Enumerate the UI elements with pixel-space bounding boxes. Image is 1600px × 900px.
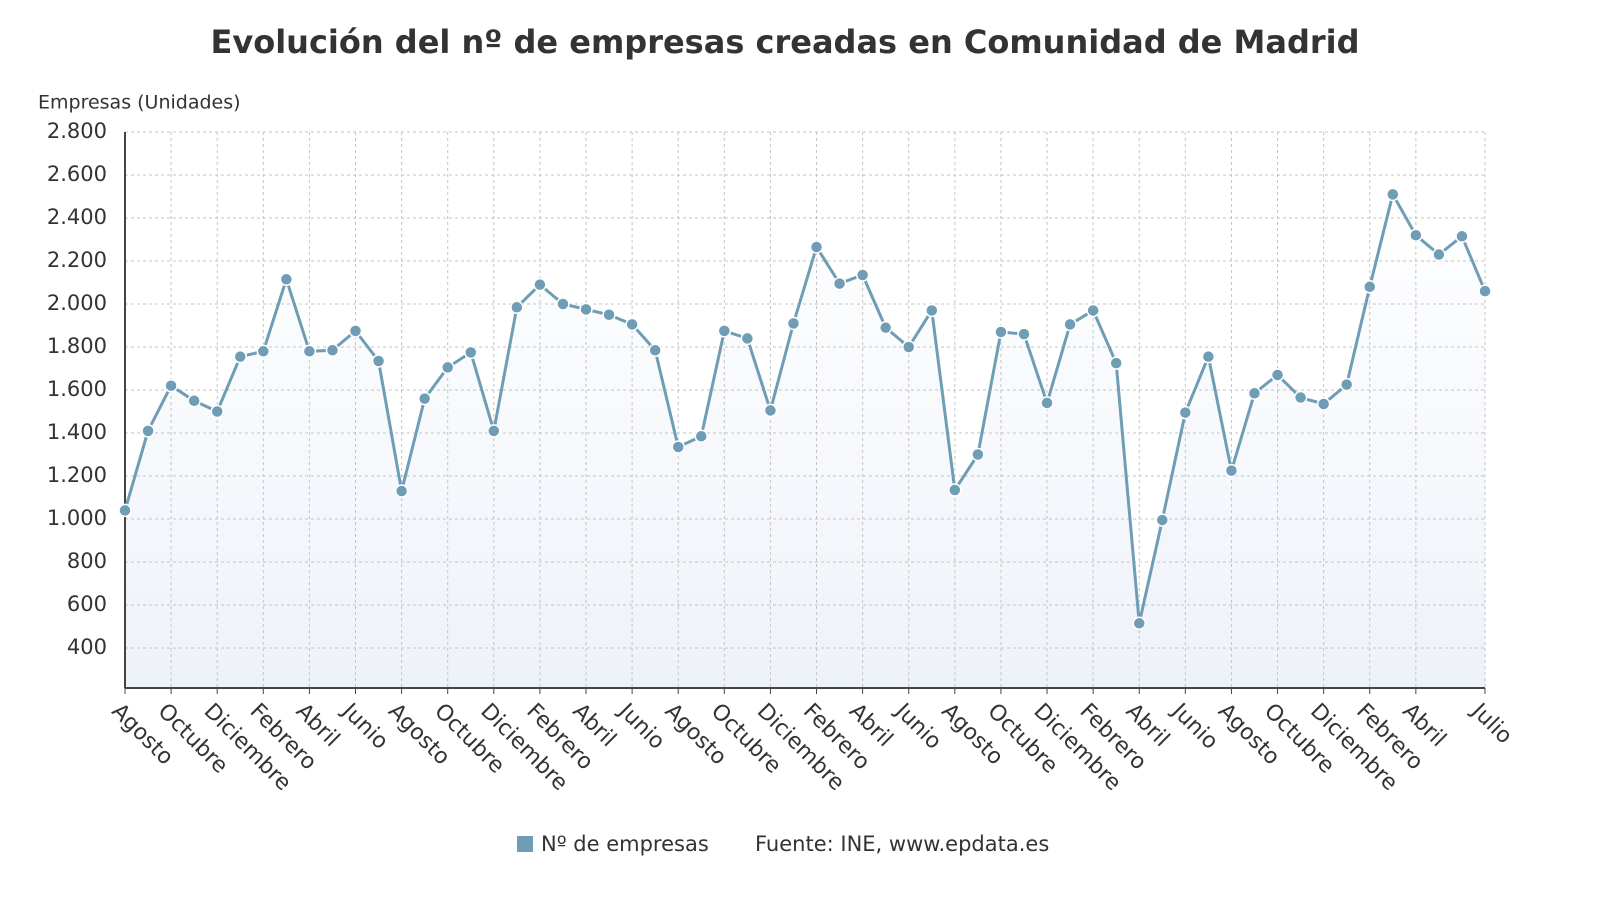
point bbox=[971, 447, 985, 462]
y-tick-label: 1.600 bbox=[47, 377, 107, 401]
point bbox=[855, 268, 870, 282]
y-tick-label: 400 bbox=[67, 635, 107, 659]
point bbox=[901, 340, 916, 354]
point bbox=[832, 276, 847, 291]
y-tick-label: 1.000 bbox=[47, 506, 107, 530]
y-tick-label: 1.800 bbox=[47, 334, 107, 358]
point bbox=[1063, 317, 1077, 332]
y-tick-label: 600 bbox=[67, 592, 107, 616]
y-tick-label: 2.800 bbox=[47, 119, 107, 143]
point bbox=[487, 424, 501, 438]
point bbox=[440, 360, 455, 375]
point bbox=[1155, 513, 1170, 527]
chart-title: Evolución del nº de empresas creadas en … bbox=[211, 23, 1360, 61]
point bbox=[510, 300, 524, 314]
point bbox=[141, 424, 155, 438]
y-tick-label: 800 bbox=[67, 549, 107, 573]
point bbox=[325, 343, 340, 357]
point bbox=[1316, 397, 1331, 411]
point bbox=[786, 316, 801, 331]
plot-area bbox=[125, 131, 1486, 688]
y-tick-label: 1.400 bbox=[47, 420, 107, 444]
point bbox=[1362, 280, 1377, 294]
point bbox=[533, 277, 547, 292]
point bbox=[763, 403, 778, 418]
point bbox=[648, 343, 662, 357]
x-tick-label: Junio bbox=[612, 697, 669, 754]
point bbox=[925, 303, 939, 318]
point bbox=[1040, 396, 1054, 410]
point bbox=[1339, 377, 1354, 392]
point bbox=[279, 272, 294, 287]
area bbox=[125, 194, 1485, 688]
point bbox=[625, 317, 639, 332]
point bbox=[671, 440, 685, 454]
point bbox=[348, 324, 363, 338]
point bbox=[1270, 368, 1285, 382]
point bbox=[464, 345, 478, 360]
legend-label: Nº de empresas bbox=[541, 832, 709, 856]
point bbox=[1455, 229, 1469, 244]
y-tick-label: 1.200 bbox=[47, 463, 107, 487]
y-axis-label: Empresas (Unidades) bbox=[38, 92, 241, 114]
point bbox=[694, 429, 709, 443]
point bbox=[1132, 616, 1146, 631]
point bbox=[740, 331, 755, 346]
point bbox=[1086, 303, 1100, 318]
y-tick-label: 2.200 bbox=[47, 248, 107, 272]
point bbox=[1109, 356, 1123, 370]
point bbox=[233, 349, 248, 364]
x-tick-label: Junio bbox=[336, 697, 393, 754]
x-tick-label: Julio bbox=[1465, 697, 1517, 749]
point bbox=[579, 302, 593, 317]
point bbox=[809, 240, 824, 254]
point bbox=[1224, 463, 1239, 478]
point bbox=[371, 354, 386, 368]
legend-swatch bbox=[517, 836, 533, 852]
point bbox=[717, 324, 732, 338]
point bbox=[1201, 349, 1216, 364]
point bbox=[187, 394, 201, 408]
point bbox=[948, 483, 962, 497]
point bbox=[1386, 187, 1400, 202]
point bbox=[878, 320, 893, 335]
point bbox=[302, 344, 317, 359]
y-tick-label: 2.400 bbox=[47, 205, 107, 229]
point bbox=[1409, 228, 1423, 242]
point bbox=[1247, 386, 1262, 400]
source: Fuente: INE, www.epdata.es bbox=[755, 832, 1049, 856]
x-tick-label: Junio bbox=[1165, 697, 1222, 754]
point bbox=[1017, 327, 1031, 341]
point bbox=[994, 325, 1008, 339]
point bbox=[118, 503, 132, 518]
point bbox=[556, 297, 570, 311]
y-tick-label: 2.600 bbox=[47, 162, 107, 186]
point bbox=[256, 344, 271, 359]
point bbox=[210, 404, 224, 419]
point bbox=[394, 484, 409, 498]
point bbox=[164, 378, 178, 393]
point bbox=[1432, 247, 1446, 262]
point bbox=[1178, 405, 1193, 420]
point bbox=[1293, 390, 1308, 405]
point bbox=[417, 391, 432, 406]
y-tick-label: 2.000 bbox=[47, 291, 107, 315]
legend: Nº de empresas bbox=[517, 832, 709, 856]
point bbox=[602, 308, 616, 322]
point bbox=[1478, 284, 1492, 298]
x-tick-label: Junio bbox=[889, 697, 946, 754]
